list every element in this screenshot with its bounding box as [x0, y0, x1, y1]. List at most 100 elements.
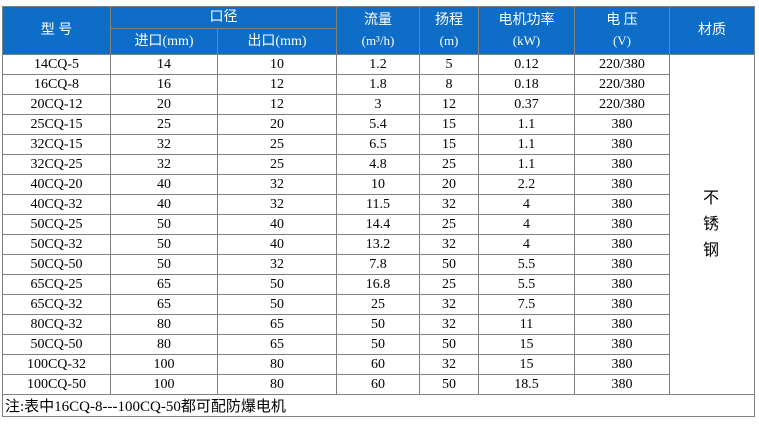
table-row: 20CQ-12 20 12 3 12 0.37 220/380	[2, 94, 755, 115]
cell-power: 5.5	[478, 254, 575, 275]
cell-head: 32	[419, 234, 479, 255]
table-row: 32CQ-15 32 25 6.5 15 1.1 380	[2, 134, 755, 155]
cell-flow: 60	[336, 354, 420, 375]
table-row: 40CQ-32 40 32 11.5 32 4 380	[2, 194, 755, 215]
table-footer: 注:表中16CQ-8---100CQ-50都可配防爆电机	[2, 394, 755, 417]
cell-power: 4	[478, 234, 575, 255]
cell-flow: 1.8	[336, 74, 420, 95]
cell-flow: 11.5	[336, 194, 420, 215]
cell-head: 32	[419, 314, 479, 335]
cell-flow: 25	[336, 294, 420, 315]
cell-flow: 1.2	[336, 54, 420, 75]
cell-inlet: 65	[110, 274, 218, 295]
cell-voltage: 380	[574, 114, 670, 135]
cell-inlet: 100	[110, 374, 218, 395]
table-header: 型 号 口径 流量 (m³/h) 扬程 (m) 电机功率 (kW) 电 压 (V…	[2, 6, 755, 55]
col-header-head-title: 扬程	[435, 13, 463, 29]
cell-outlet: 65	[217, 314, 337, 335]
table-row: 25CQ-15 25 20 5.4 15 1.1 380	[2, 114, 755, 135]
table-row: 50CQ-25 50 40 14.4 25 4 380	[2, 214, 755, 235]
table-row: 14CQ-5 14 10 1.2 5 0.12 220/380 不锈钢	[2, 54, 755, 395]
cell-outlet: 65	[217, 334, 337, 355]
cell-inlet: 50	[110, 254, 218, 275]
cell-inlet: 32	[110, 154, 218, 175]
cell-model: 50CQ-50	[2, 254, 111, 275]
header-row-2: 进口(mm) 出口(mm)	[3, 28, 755, 55]
cell-outlet: 12	[217, 94, 337, 115]
col-header-outlet: 出口(mm)	[217, 28, 337, 55]
cell-power: 2.2	[478, 174, 575, 195]
cell-outlet: 80	[217, 374, 337, 395]
cell-head: 50	[419, 334, 479, 355]
cell-flow: 50	[336, 314, 420, 335]
col-header-power-title: 电机功率	[498, 13, 555, 29]
cell-voltage: 380	[574, 274, 670, 295]
col-header-flow: 流量 (m³/h)	[336, 6, 420, 55]
cell-voltage: 380	[574, 294, 670, 315]
col-header-flow-title: 流量	[364, 13, 392, 29]
header-row-1: 型 号 口径 流量 (m³/h) 扬程 (m) 电机功率 (kW) 电 压 (V…	[2, 6, 755, 55]
cell-power: 1.1	[478, 114, 575, 135]
cell-outlet: 25	[217, 154, 337, 175]
table-row: 32CQ-25 32 25 4.8 25 1.1 380	[2, 154, 755, 175]
cell-inlet: 80	[110, 334, 218, 355]
cell-inlet: 16	[110, 74, 218, 95]
table-row: 50CQ-50 50 32 7.8 50 5.5 380	[2, 254, 755, 275]
table-row: 100CQ-32 100 80 60 32 15 380	[2, 354, 755, 375]
cell-inlet: 100	[110, 354, 218, 375]
material-char: 不	[702, 189, 721, 207]
cell-voltage: 380	[574, 374, 670, 395]
cell-model: 65CQ-25	[2, 274, 111, 295]
cell-voltage: 380	[574, 234, 670, 255]
cell-model: 20CQ-12	[2, 94, 111, 115]
cell-outlet: 40	[217, 214, 337, 235]
table-row: 50CQ-32 50 40 13.2 32 4 380	[2, 234, 755, 255]
note-row: 注:表中16CQ-8---100CQ-50都可配防爆电机	[2, 394, 755, 417]
cell-voltage: 380	[574, 154, 670, 175]
cell-flow: 60	[336, 374, 420, 395]
cell-model: 40CQ-20	[2, 174, 111, 195]
cell-power: 1.1	[478, 154, 575, 175]
pump-spec-table: 型 号 口径 流量 (m³/h) 扬程 (m) 电机功率 (kW) 电 压 (V…	[2, 6, 755, 417]
cell-voltage: 220/380	[574, 54, 670, 75]
cell-inlet: 50	[110, 214, 218, 235]
cell-power: 0.12	[478, 54, 575, 75]
cell-power: 4	[478, 194, 575, 215]
cell-model: 100CQ-50	[2, 374, 111, 395]
col-header-head-unit: (m)	[439, 32, 459, 48]
cell-outlet: 10	[217, 54, 337, 75]
cell-outlet: 80	[217, 354, 337, 375]
cell-power: 4	[478, 214, 575, 235]
cell-voltage: 220/380	[574, 94, 670, 115]
cell-model: 25CQ-15	[2, 114, 111, 135]
cell-inlet: 65	[110, 294, 218, 315]
cell-flow: 4.8	[336, 154, 420, 175]
table-row: 40CQ-20 40 32 10 20 2.2 380	[2, 174, 755, 195]
cell-head: 15	[419, 114, 479, 135]
col-header-caliber-group: 口径	[110, 6, 337, 29]
cell-inlet: 20	[110, 94, 218, 115]
cell-flow: 7.8	[336, 254, 420, 275]
cell-model: 50CQ-32	[2, 234, 111, 255]
cell-voltage: 380	[574, 354, 670, 375]
cell-head: 25	[419, 154, 479, 175]
cell-model: 65CQ-32	[2, 294, 111, 315]
cell-model: 32CQ-25	[2, 154, 111, 175]
cell-head: 15	[419, 134, 479, 155]
cell-inlet: 50	[110, 234, 218, 255]
cell-head: 20	[419, 174, 479, 195]
table-row: 65CQ-32 65 50 25 32 7.5 380	[2, 294, 755, 315]
cell-model: 50CQ-50	[2, 334, 111, 355]
cell-inlet: 14	[110, 54, 218, 75]
table-row: 100CQ-50 100 80 60 50 18.5 380	[2, 374, 755, 395]
cell-head: 12	[419, 94, 479, 115]
table-row: 65CQ-25 65 50 16.8 25 5.5 380	[2, 274, 755, 295]
cell-voltage: 380	[574, 314, 670, 335]
cell-power: 0.37	[478, 94, 575, 115]
cell-voltage: 380	[574, 254, 670, 275]
cell-voltage: 380	[574, 334, 670, 355]
cell-head: 32	[419, 294, 479, 315]
material-char: 锈	[702, 215, 721, 233]
cell-power: 15	[478, 354, 575, 375]
cell-outlet: 50	[217, 294, 337, 315]
